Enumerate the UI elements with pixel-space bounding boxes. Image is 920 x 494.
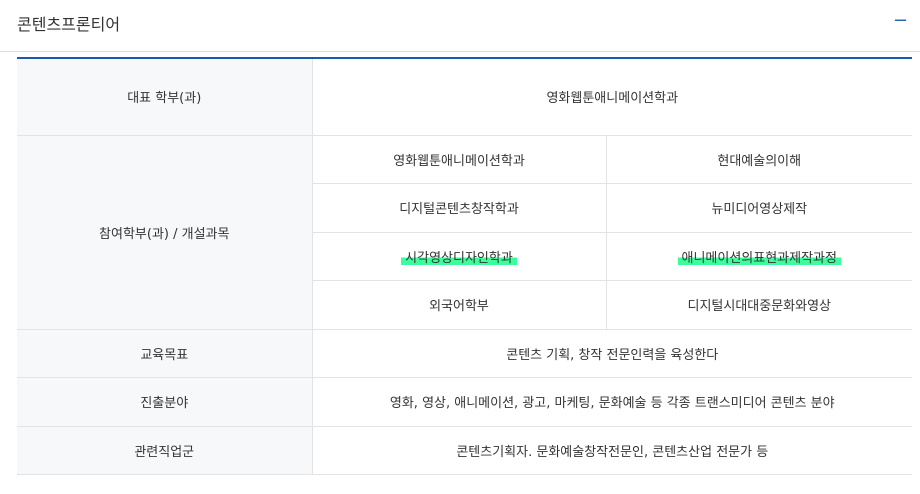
minus-icon[interactable]: − bbox=[892, 10, 908, 31]
section-header[interactable]: 콘텐츠프론티어 − bbox=[0, 0, 920, 52]
jobs-value: 콘텐츠기획자. 문화예술창작전문인, 콘텐츠산업 전문가 등 bbox=[312, 426, 912, 475]
table-row: 교육목표 콘텐츠 기획, 창작 전문인력을 육성한다 bbox=[17, 329, 912, 378]
participant-course-cell: 애니메이션의표현과제작과정 bbox=[606, 232, 912, 281]
program-info-table: 대표 학부(과) 영화웹툰애니메이션학과 참여학부(과) / 개설과목 영화웹툰… bbox=[17, 57, 912, 475]
participant-dept: 디지털콘텐츠창작학과 bbox=[312, 183, 607, 233]
table-row: 관련직업군 콘텐츠기획자. 문화예술창작전문인, 콘텐츠산업 전문가 등 bbox=[17, 426, 912, 475]
career-value: 영화, 영상, 애니메이션, 광고, 마케팅, 문화예술 등 각종 트랜스미디어… bbox=[312, 377, 912, 427]
participant-dept: 영화웹툰애니메이션학과 bbox=[312, 135, 607, 184]
participant-course-highlighted: 애니메이션의표현과제작과정 bbox=[677, 250, 841, 266]
career-label: 진출분야 bbox=[17, 377, 313, 427]
goal-value: 콘텐츠 기획, 창작 전문인력을 육성한다 bbox=[312, 329, 912, 378]
table-row: 외국어학부 디지털시대대중문화와영상 bbox=[17, 280, 912, 330]
table-row: 대표 학부(과) 영화웹툰애니메이션학과 bbox=[17, 58, 912, 136]
participants-label: 참여학부(과) / 개설과목 bbox=[17, 135, 313, 330]
goal-label: 교육목표 bbox=[17, 329, 313, 378]
table-row: 디지털콘텐츠창작학과 뉴미디어영상제작 bbox=[17, 183, 912, 233]
participant-course: 현대예술의이해 bbox=[606, 135, 912, 184]
participant-dept: 외국어학부 bbox=[312, 280, 607, 330]
table-row: 참여학부(과) / 개설과목 영화웹툰애니메이션학과 현대예술의이해 bbox=[17, 135, 912, 330]
jobs-label: 관련직업군 bbox=[17, 426, 313, 475]
table-row: 진출분야 영화, 영상, 애니메이션, 광고, 마케팅, 문화예술 등 각종 트… bbox=[17, 377, 912, 427]
section-title: 콘텐츠프론티어 bbox=[17, 15, 121, 34]
participant-course: 뉴미디어영상제작 bbox=[606, 183, 912, 233]
table-row: 시각영상디자인학과 애니메이션의표현과제작과정 bbox=[17, 232, 912, 281]
participant-dept-highlighted: 시각영상디자인학과 bbox=[401, 250, 517, 266]
rep-dept-value: 영화웹툰애니메이션학과 bbox=[312, 58, 912, 136]
participant-course: 디지털시대대중문화와영상 bbox=[606, 280, 912, 330]
participant-dept-cell: 시각영상디자인학과 bbox=[312, 232, 607, 281]
rep-dept-label: 대표 학부(과) bbox=[17, 58, 313, 136]
